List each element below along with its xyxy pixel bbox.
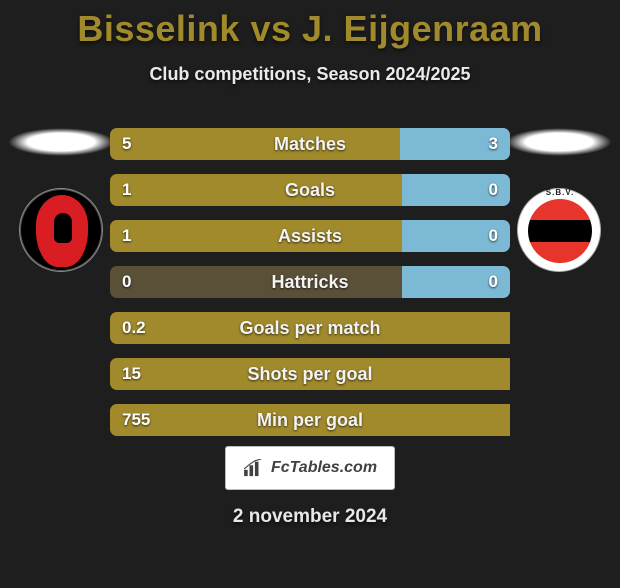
title-vs: vs	[250, 8, 291, 49]
stat-bar-left	[110, 128, 400, 160]
fctables-badge-text: FcTables.com	[271, 459, 377, 477]
stat-bar-left	[110, 174, 402, 206]
fctables-badge: FcTables.com	[225, 446, 395, 490]
stat-value-left: 15	[122, 358, 141, 390]
title-player-left: Bisselink	[77, 8, 240, 49]
stat-value-right: 0	[489, 266, 498, 298]
comparison-bars: 53Matches10Goals10Assists00Hattricks0.2G…	[110, 128, 510, 450]
stat-row: 10Goals	[110, 174, 510, 206]
club-badge-left	[19, 188, 103, 272]
stat-value-right: 0	[489, 174, 498, 206]
stat-bar-left	[110, 266, 402, 298]
club-column-right: S.B.V.	[504, 128, 614, 272]
spotlight-ellipse-icon	[8, 128, 114, 156]
club-column-left	[6, 128, 116, 272]
page-title: Bisselink vs J. Eijgenraam	[0, 8, 620, 50]
stat-row: 15Shots per goal	[110, 358, 510, 390]
stat-value-left: 0	[122, 266, 131, 298]
club-badge-right: S.B.V.	[517, 188, 601, 272]
footer-date: 2 november 2024	[0, 506, 620, 528]
stat-row: 0.2Goals per match	[110, 312, 510, 344]
stat-value-right: 3	[489, 128, 498, 160]
stat-value-left: 755	[122, 404, 150, 436]
stat-row: 10Assists	[110, 220, 510, 252]
title-player-right: J. Eijgenraam	[302, 8, 543, 49]
stat-value-left: 1	[122, 220, 131, 252]
stat-value-left: 5	[122, 128, 131, 160]
stat-row: 755Min per goal	[110, 404, 510, 436]
stat-bar-left	[110, 220, 402, 252]
spotlight-ellipse-icon	[506, 128, 612, 156]
stat-value-left: 1	[122, 174, 131, 206]
subtitle: Club competitions, Season 2024/2025	[0, 64, 620, 85]
stat-value-left: 0.2	[122, 312, 146, 344]
stat-row: 00Hattricks	[110, 266, 510, 298]
stat-value-right: 0	[489, 220, 498, 252]
bar-chart-icon	[243, 459, 265, 477]
club-badge-right-ringtext: S.B.V.	[518, 188, 602, 197]
stat-bar-left	[110, 358, 510, 390]
stat-bar-left	[110, 312, 510, 344]
stat-row: 53Matches	[110, 128, 510, 160]
stat-bar-left	[110, 404, 510, 436]
